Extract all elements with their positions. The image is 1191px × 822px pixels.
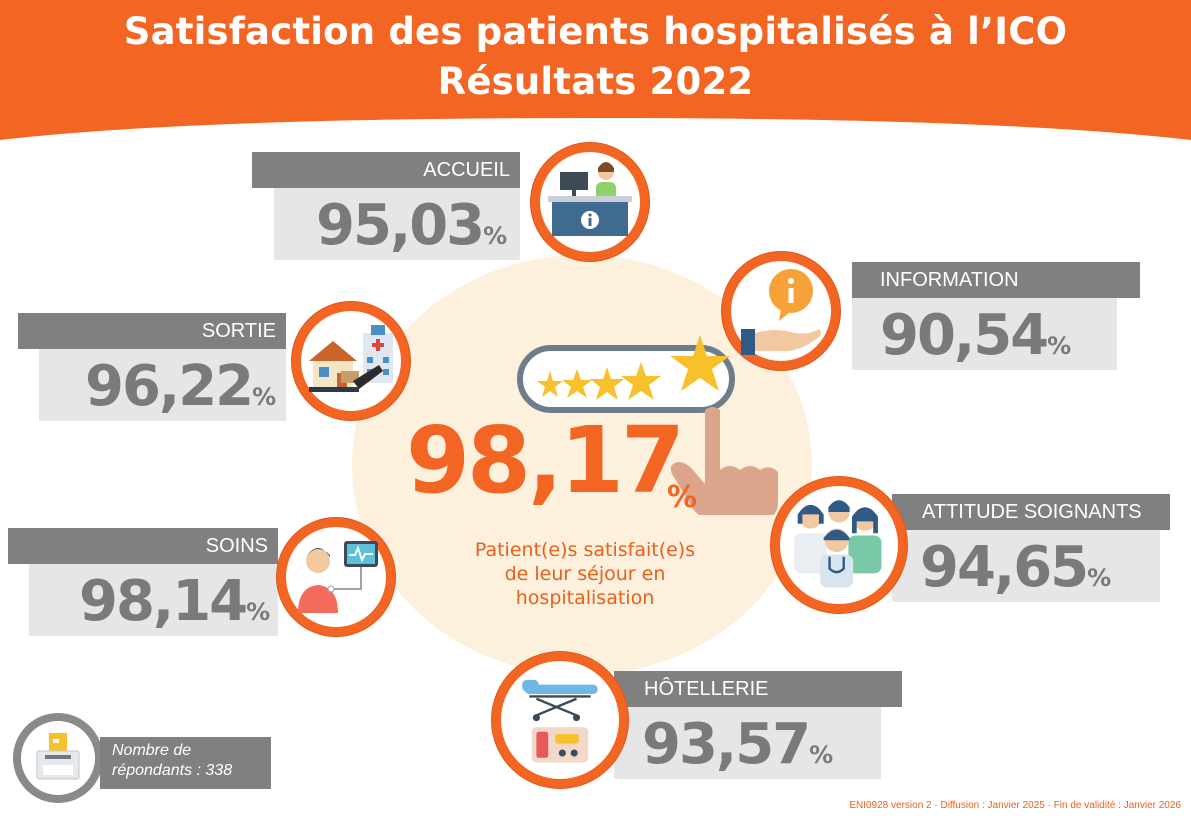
category-value-sortie: 96,22% (39, 349, 286, 421)
category-value-attitude-soignants: 94,65% (892, 530, 1160, 602)
sortie-icon-circle (292, 302, 410, 420)
category-unit-attitude-soignants: % (1087, 564, 1112, 592)
category-number-accueil: 95,03 (316, 193, 485, 258)
main-caption-line3: hospitalisation (515, 587, 655, 609)
category-unit-soins: % (246, 598, 271, 626)
patient-monitor-icon (298, 541, 378, 613)
info-hand-icon (741, 269, 821, 355)
category-number-sortie: 96,22 (85, 354, 254, 419)
category-value-accueil: 95,03% (274, 188, 520, 260)
respondents-icon-inner (21, 721, 95, 795)
category-label-soins: SOINS (8, 528, 278, 564)
respondents-box: Nombre de répondants : 338 (100, 737, 271, 789)
category-label-attitude-soignants: ATTITUDE SOIGNANTS (892, 494, 1170, 530)
category-number-information: 90,54 (880, 303, 1049, 368)
category-number-hotellerie: 93,57 (642, 712, 811, 777)
main-caption-line2: de leur séjour en (504, 563, 666, 585)
bed-tray-icon (522, 679, 598, 763)
hotellerie-icon-circle (492, 652, 628, 788)
category-number-attitude-soignants: 94,65 (920, 535, 1089, 600)
category-label-hotellerie: HÔTELLERIE (614, 671, 902, 707)
page-title: Satisfaction des patients hospitalisés à… (123, 10, 1068, 53)
header-banner (0, 0, 1191, 140)
page-subtitle: Résultats 2022 (437, 60, 754, 103)
attitude-soignants-icon-circle (771, 477, 907, 613)
category-unit-information: % (1047, 332, 1072, 360)
respondents-line1: Nombre de (112, 742, 192, 759)
caregivers-icon (794, 500, 882, 588)
main-caption-line1: Patient(e)s satisfait(e)s (474, 539, 696, 561)
category-value-information: 90,54% (852, 298, 1117, 370)
category-unit-hotellerie: % (809, 741, 834, 769)
soins-icon-circle (277, 518, 395, 636)
header-shape (0, 0, 1191, 140)
main-satisfaction-unit: % (667, 480, 698, 515)
main-caption: Patient(e)s satisfait(e)s de leur séjour… (450, 538, 720, 610)
category-number-soins: 98,14 (79, 569, 248, 634)
reception-desk-icon (548, 162, 632, 236)
rating-stars-icon (517, 335, 778, 515)
category-unit-accueil: % (483, 222, 508, 250)
footer-reference: ENI0928 version 2 · Diffusion : Janvier … (849, 800, 1181, 811)
respondents-line2: répondants : 338 (112, 762, 233, 779)
category-label-information: INFORMATION (852, 262, 1140, 298)
category-label-sortie: SORTIE (18, 313, 286, 349)
category-value-hotellerie: 93,57% (614, 707, 881, 779)
respondents-icon-circle (13, 713, 103, 803)
home-hospital-icon (309, 325, 393, 392)
category-unit-sortie: % (252, 383, 277, 411)
main-satisfaction-value: 98,17 (406, 407, 685, 514)
ballot-box-icon (36, 733, 80, 780)
category-label-accueil: ACCUEIL (252, 152, 520, 188)
accueil-icon-circle (531, 143, 649, 261)
category-value-soins: 98,14% (29, 564, 278, 636)
information-icon-circle (722, 252, 840, 370)
